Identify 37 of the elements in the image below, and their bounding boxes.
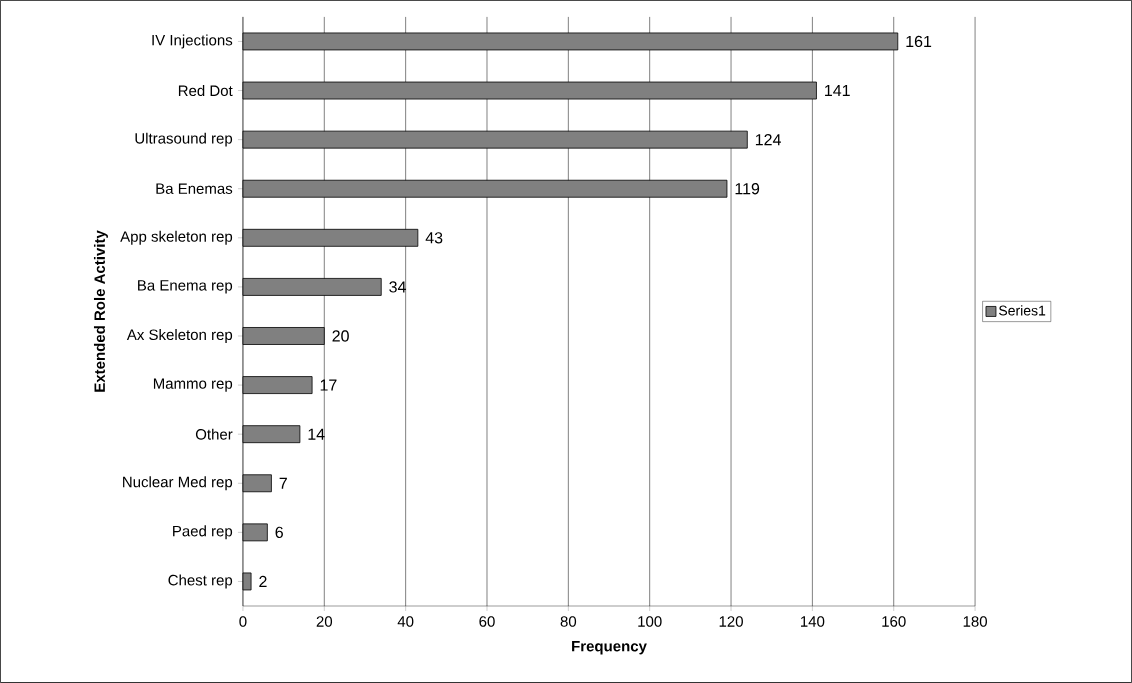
x-tick-label: 160 [882,616,906,627]
y-tick-label: Paed rep [173,525,233,540]
y-tick-label: Other [195,428,233,440]
y-tick-label: Red Dot [178,85,233,97]
x-tick-label: 180 [963,616,987,627]
x-tick-label: 80 [560,616,577,627]
y-axis-title: Extended Role Activity [93,230,108,392]
x-tick-label: 60 [479,616,495,627]
x-axis-title: Frequency [572,641,647,655]
y-tick-label: Mammo rep [153,378,233,392]
y-tick-label: Nuclear Med rep [123,476,233,491]
y-tick-label: IV Injections [152,34,233,49]
data-label: 2 [259,575,267,588]
data-label: 141 [825,85,850,97]
data-label: 20 [332,330,349,342]
data-label: 124 [755,134,781,146]
x-tick-label: 0 [239,616,247,627]
x-tick-label: 140 [801,616,825,627]
y-tick-label: Ultrasound rep [135,132,233,147]
data-label: 161 [906,35,932,48]
x-tick-label: 40 [397,616,414,627]
y-tick-label: Chest rep [168,574,233,589]
y-tick-label: Ba Enema rep [138,280,233,294]
x-tick-label: 20 [316,616,333,627]
data-label: 14 [308,428,325,440]
data-label: 7 [279,477,287,489]
y-tick-label: Ba Enemas [156,183,233,194]
data-label: 119 [735,183,760,195]
y-tick-label: Ax Skeleton rep [126,329,233,344]
data-label: 17 [320,379,337,391]
data-label: 34 [389,281,406,293]
x-tick-label: 120 [719,616,743,627]
y-tick-label: App skeleton rep [120,230,233,245]
data-label: 43 [425,232,443,244]
data-label: 6 [275,526,283,539]
legend-label: Series1 [999,305,1046,316]
x-tick-label: 100 [638,616,662,627]
